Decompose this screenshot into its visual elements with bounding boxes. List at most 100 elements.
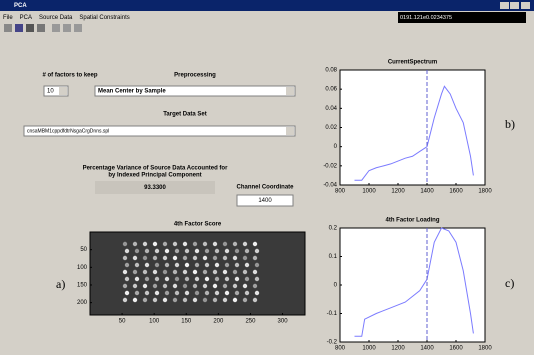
- spot: [253, 270, 257, 274]
- tool-icon[interactable]: [52, 24, 60, 32]
- spot: [195, 277, 199, 281]
- spot: [193, 298, 197, 302]
- spot: [255, 249, 259, 253]
- spot: [255, 277, 259, 281]
- tool-icon[interactable]: [26, 24, 34, 32]
- spot: [223, 284, 227, 288]
- spot: [163, 256, 167, 260]
- maximize[interactable]: [510, 2, 519, 9]
- spot: [203, 270, 207, 274]
- dropdown-arrow[interactable]: [59, 87, 67, 95]
- x-tick-label: 800: [335, 346, 346, 352]
- tool-icon[interactable]: [63, 24, 71, 32]
- panel-label: b): [505, 117, 515, 131]
- panel-label: a): [56, 277, 65, 291]
- minimize[interactable]: [500, 2, 509, 9]
- spot: [193, 256, 197, 260]
- dropdown-value: cnsaMBM1cppdfdtrNsgaCrgDnns.spl: [27, 128, 109, 134]
- x-tick-label: 1000: [362, 189, 376, 195]
- spot: [213, 242, 217, 246]
- y-tick-label: 0.2: [329, 226, 338, 232]
- spot: [123, 270, 127, 274]
- spot: [153, 270, 157, 274]
- label: Percentage Variance of Source Data Accou…: [83, 166, 228, 172]
- spot: [125, 249, 129, 253]
- spot: [193, 270, 197, 274]
- spot: [155, 277, 159, 281]
- window-buttons[interactable]: [500, 2, 530, 9]
- dropdown-value: Mean Center by Sample: [98, 89, 166, 95]
- spot: [255, 263, 259, 267]
- app-window: PCA 0191.121e0.0234375 # of factors to k…: [0, 0, 534, 355]
- spot: [125, 263, 129, 267]
- x-tick-label: 300: [278, 319, 289, 325]
- spot: [125, 291, 129, 295]
- y-tick-label: 0.08: [325, 68, 337, 74]
- spot: [213, 256, 217, 260]
- spot: [243, 242, 247, 246]
- spot: [135, 277, 139, 281]
- tool-icon[interactable]: [4, 24, 12, 32]
- spot: [165, 263, 169, 267]
- y-tick-label: -0.2: [327, 340, 338, 346]
- x-tick-label: 1800: [478, 346, 492, 352]
- y-tick-label: 200: [77, 300, 88, 306]
- x-tick-label: 1400: [420, 346, 434, 352]
- menu-item[interactable]: Spatial Constraints: [79, 15, 129, 21]
- close[interactable]: [521, 2, 530, 9]
- y-tick-label: -0.02: [323, 163, 337, 169]
- menu-item[interactable]: File: [3, 15, 13, 21]
- x-tick-label: 1800: [478, 189, 492, 195]
- spot: [215, 263, 219, 267]
- spot: [135, 291, 139, 295]
- spot: [225, 263, 229, 267]
- tool-icon[interactable]: [15, 24, 23, 32]
- spot: [153, 298, 157, 302]
- plot-area: [340, 228, 485, 342]
- dropdown-arrow[interactable]: [286, 87, 294, 95]
- dropdown-value: 10: [47, 89, 54, 95]
- y-tick-label: -0.04: [323, 183, 337, 189]
- title-bar: [0, 0, 534, 11]
- dropdown-arrow[interactable]: [286, 127, 294, 135]
- label: Target Data Set: [163, 112, 207, 118]
- x-tick-label: 200: [213, 319, 224, 325]
- window-title: PCA: [14, 3, 27, 9]
- spot: [223, 270, 227, 274]
- spot: [195, 291, 199, 295]
- y-tick-label: 50: [80, 247, 87, 253]
- spot: [185, 277, 189, 281]
- x-tick-label: 1200: [391, 189, 405, 195]
- label: # of factors to keep: [42, 73, 97, 79]
- spot: [255, 291, 259, 295]
- y-tick-label: 0.1: [329, 254, 338, 260]
- spot: [205, 277, 209, 281]
- spot: [243, 256, 247, 260]
- spot: [195, 249, 199, 253]
- x-tick-label: 1000: [362, 346, 376, 352]
- spot: [173, 298, 177, 302]
- spot: [205, 249, 209, 253]
- menu-item[interactable]: PCA: [20, 15, 32, 21]
- spot: [203, 284, 207, 288]
- tool-icon[interactable]: [74, 24, 82, 32]
- spot: [145, 263, 149, 267]
- spot: [213, 270, 217, 274]
- spot: [133, 256, 137, 260]
- spot: [183, 298, 187, 302]
- tool-icon[interactable]: [37, 24, 45, 32]
- spot: [245, 277, 249, 281]
- spot: [163, 270, 167, 274]
- spot: [235, 291, 239, 295]
- menu-item[interactable]: Source Data: [39, 15, 73, 21]
- spot: [183, 270, 187, 274]
- spot: [123, 298, 127, 302]
- y-tick-label: 0.06: [325, 87, 337, 93]
- spot: [225, 291, 229, 295]
- spot: [173, 284, 177, 288]
- spot: [253, 242, 257, 246]
- spot: [185, 291, 189, 295]
- spot: [203, 256, 207, 260]
- spot: [253, 256, 257, 260]
- spot: [243, 270, 247, 274]
